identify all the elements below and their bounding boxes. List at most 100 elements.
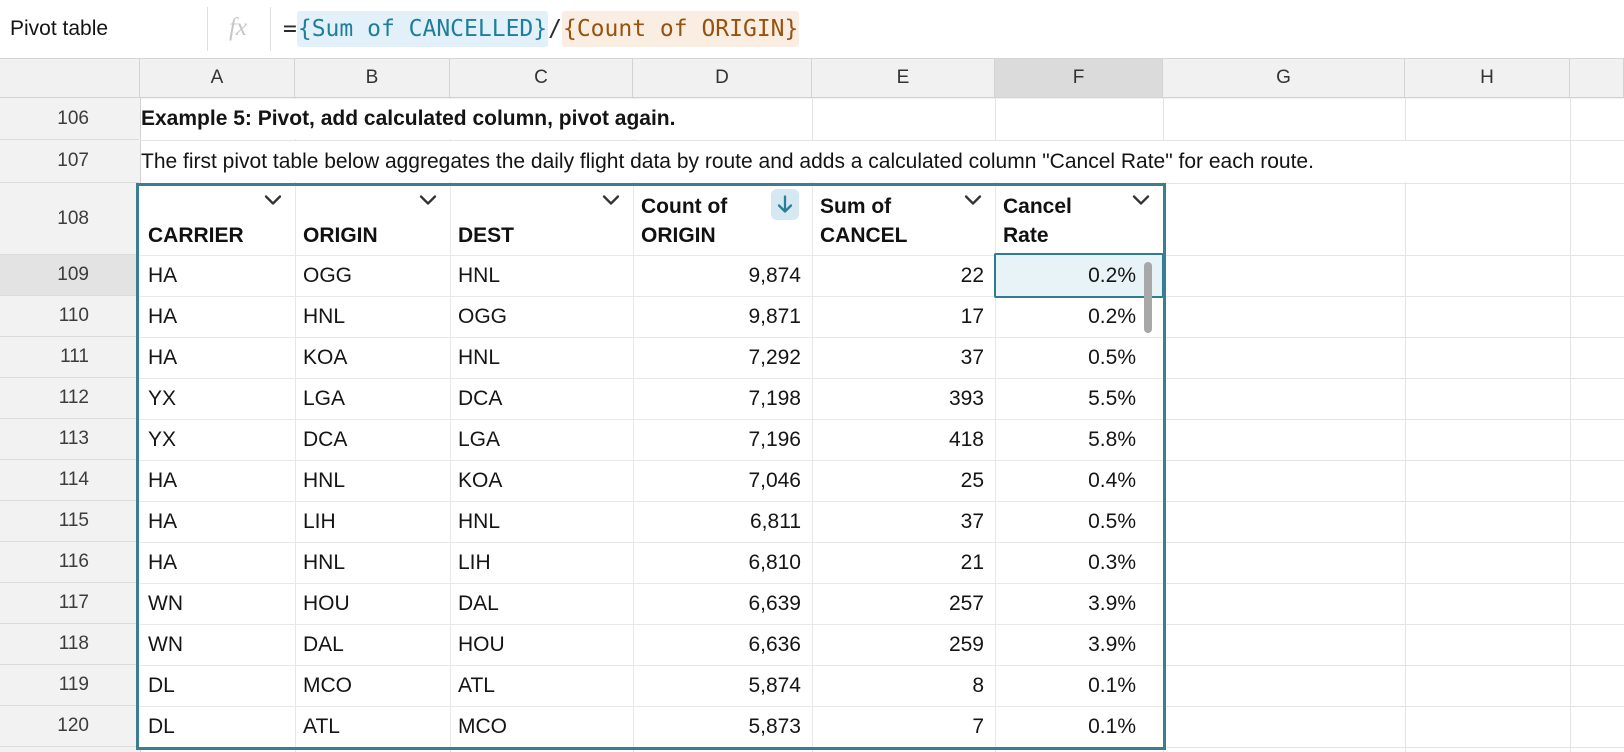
cell-A120[interactable]: DL [148,714,175,738]
cell-E115[interactable]: 37 [960,509,984,533]
cell-E118[interactable]: 259 [948,632,984,656]
select-all-corner[interactable] [0,59,140,98]
cell-D112[interactable]: 7,198 [748,386,801,410]
cell-A117[interactable]: WN [148,591,183,615]
chevron-down-icon[interactable] [602,193,620,205]
table-scrollbar-thumb[interactable] [1144,262,1152,333]
row-header-115[interactable]: 115 [0,501,139,542]
chevron-down-icon[interactable] [419,193,437,205]
pivot-column-header-cancel-rate[interactable]: Cancel Rate [996,186,1162,255]
cell-B114[interactable]: HNL [303,468,346,492]
cell-A113[interactable]: YX [148,427,177,451]
pivot-column-header-carrier[interactable]: CARRIER [141,186,294,255]
cell-E119[interactable]: 8 [972,673,984,697]
formula-input[interactable]: = {Sum of CANCELLED} / {Count of ORIGIN} [283,0,800,58]
cell-E109[interactable]: 22 [960,263,984,287]
column-header-A[interactable]: A [140,59,295,98]
cell-B110[interactable]: HNL [303,304,346,328]
cell-D119[interactable]: 5,874 [748,673,801,697]
column-header-C[interactable]: C [450,59,633,98]
column-header-F[interactable]: F [995,59,1163,98]
table-name-box[interactable]: Pivot table [10,17,109,40]
cell-A119[interactable]: DL [148,673,175,697]
cell-D114[interactable]: 7,046 [748,468,801,492]
row-header-108[interactable]: 108 [0,183,139,255]
cell-F114[interactable]: 0.4% [1088,468,1136,492]
column-header-D[interactable]: D [633,59,812,98]
cell-B119[interactable]: MCO [303,673,352,697]
cell-A115[interactable]: HA [148,509,178,533]
cell-B120[interactable]: ATL [303,714,340,738]
row-header-117[interactable]: 117 [0,583,139,624]
cell-B113[interactable]: DCA [303,427,348,451]
cell-C114[interactable]: KOA [458,468,503,492]
cell-D110[interactable]: 9,871 [748,304,801,328]
chevron-down-icon[interactable] [264,193,282,205]
cell-D117[interactable]: 6,639 [748,591,801,615]
cell-B115[interactable]: LIH [303,509,336,533]
cell-E117[interactable]: 257 [948,591,984,615]
cell-B111[interactable]: KOA [303,345,348,369]
cell-F112[interactable]: 5.5% [1088,386,1136,410]
row-header-118[interactable]: 118 [0,624,139,665]
row-header-106[interactable]: 106 [0,98,139,140]
cell-B117[interactable]: HOU [303,591,350,615]
cell-C119[interactable]: ATL [458,673,495,697]
cell-F119[interactable]: 0.1% [1088,673,1136,697]
cell-E111[interactable]: 37 [960,345,984,369]
cell-C109[interactable]: HNL [458,263,501,287]
cell-D116[interactable]: 6,810 [748,550,801,574]
pivot-column-header-origin[interactable]: ORIGIN [296,186,449,255]
cell-E120[interactable]: 7 [972,714,984,738]
cell-C120[interactable]: MCO [458,714,507,738]
cell-F110[interactable]: 0.2% [1088,304,1136,328]
cell-D109[interactable]: 9,874 [748,263,801,287]
cell-D111[interactable]: 7,292 [748,345,801,369]
cell-A118[interactable]: WN [148,632,183,656]
cell-F117[interactable]: 3.9% [1088,591,1136,615]
cell-A106[interactable]: Example 5: Pivot, add calculated column,… [141,99,811,139]
cell-B118[interactable]: DAL [303,632,344,656]
cell-A110[interactable]: HA [148,304,178,328]
row-header-116[interactable]: 116 [0,542,139,583]
cell-B116[interactable]: HNL [303,550,346,574]
row-header-107[interactable]: 107 [0,140,139,183]
cell-D115[interactable]: 6,811 [750,509,801,533]
cell-D118[interactable]: 6,636 [748,632,801,656]
cell-C112[interactable]: DCA [458,386,503,410]
chevron-down-icon[interactable] [1132,193,1150,205]
row-header-109[interactable]: 109 [0,255,139,296]
column-header-G[interactable]: G [1163,59,1405,98]
column-header-B[interactable]: B [295,59,450,98]
row-header-113[interactable]: 113 [0,419,139,460]
cell-C118[interactable]: HOU [458,632,505,656]
column-header-H[interactable]: H [1405,59,1570,98]
cell-C117[interactable]: DAL [458,591,499,615]
row-header-119[interactable]: 119 [0,665,139,706]
cell-C116[interactable]: LIH [458,550,491,574]
cell-F120[interactable]: 0.1% [1088,714,1136,738]
cell-D113[interactable]: 7,196 [748,427,801,451]
pivot-column-header-dest[interactable]: DEST [451,186,632,255]
pivot-column-header-count-of-origin[interactable]: Count of ORIGIN [634,186,811,255]
cell-E116[interactable]: 21 [960,550,984,574]
cell-B109[interactable]: OGG [303,263,353,287]
cell-A112[interactable]: YX [148,386,177,410]
cell-F113[interactable]: 5.8% [1088,427,1136,451]
cell-F109[interactable]: 0.2% [996,255,1162,296]
cell-F115[interactable]: 0.5% [1088,509,1136,533]
cell-E112[interactable]: 393 [948,386,984,410]
cell-C113[interactable]: LGA [458,427,501,451]
row-header-112[interactable]: 112 [0,378,139,419]
cell-A114[interactable]: HA [148,468,178,492]
cell-F111[interactable]: 0.5% [1088,345,1136,369]
column-header-E[interactable]: E [812,59,995,98]
row-header-114[interactable]: 114 [0,460,139,501]
cell-C110[interactable]: OGG [458,304,508,328]
cell-F116[interactable]: 0.3% [1088,550,1136,574]
chevron-down-icon[interactable] [964,193,982,205]
cell-D120[interactable]: 5,873 [748,714,801,738]
cell-E114[interactable]: 25 [960,468,984,492]
cell-C115[interactable]: HNL [458,509,501,533]
cell-F118[interactable]: 3.9% [1088,632,1136,656]
